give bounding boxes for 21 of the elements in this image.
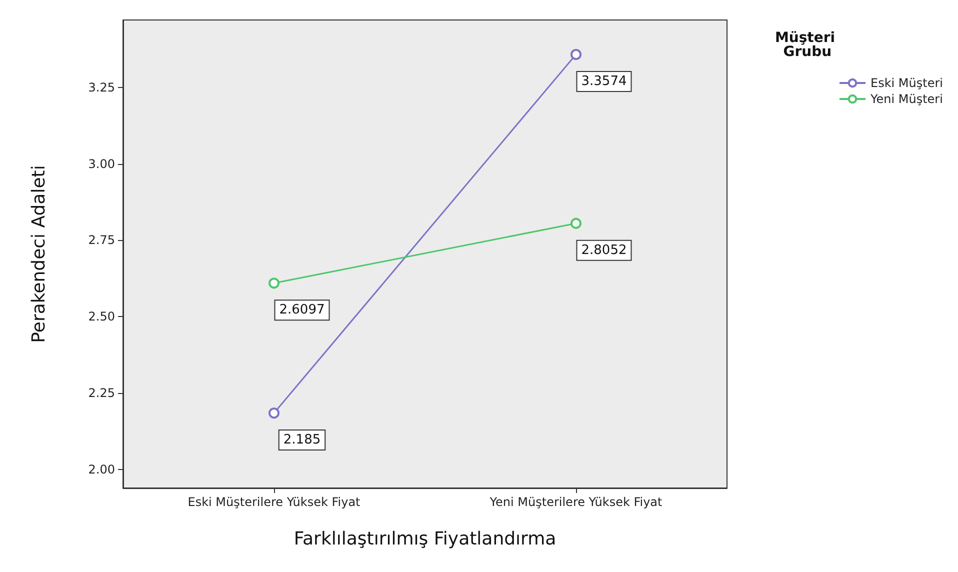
y-tick-label: 2.00: [88, 462, 115, 477]
data-label: 2.6097: [279, 302, 325, 318]
y-tick-label: 2.50: [88, 310, 115, 324]
y-tick-label: 2.25: [88, 386, 115, 400]
point: [268, 408, 280, 419]
y-axis-title: Perakendeci Adaleti: [28, 165, 50, 343]
x-axis-title: Farklılaştırılmış Fiyatlandırma: [294, 528, 556, 550]
point: [268, 278, 280, 289]
data-label: 3.3574: [581, 74, 627, 89]
legend-title: Müşteri Grubu: [774, 30, 836, 60]
x-tick-label: Yeni Müşterilere Yüksek Fiyat: [488, 495, 663, 509]
legend-label: Eski Müşteri: [870, 76, 943, 90]
y-tick-label: 3.25: [88, 80, 115, 94]
y-tick-label: 2.75: [88, 233, 115, 248]
data-label: 2.185: [283, 432, 321, 448]
data-label: 2.8052: [581, 242, 627, 258]
point: [570, 218, 582, 229]
point: [570, 48, 582, 60]
legend-label: Yeni Müşteri: [870, 92, 943, 106]
y-tick-label: 3.00: [88, 156, 115, 171]
x-tick-label: Eski Müşterilere Yüksek Fiyat: [188, 495, 361, 509]
